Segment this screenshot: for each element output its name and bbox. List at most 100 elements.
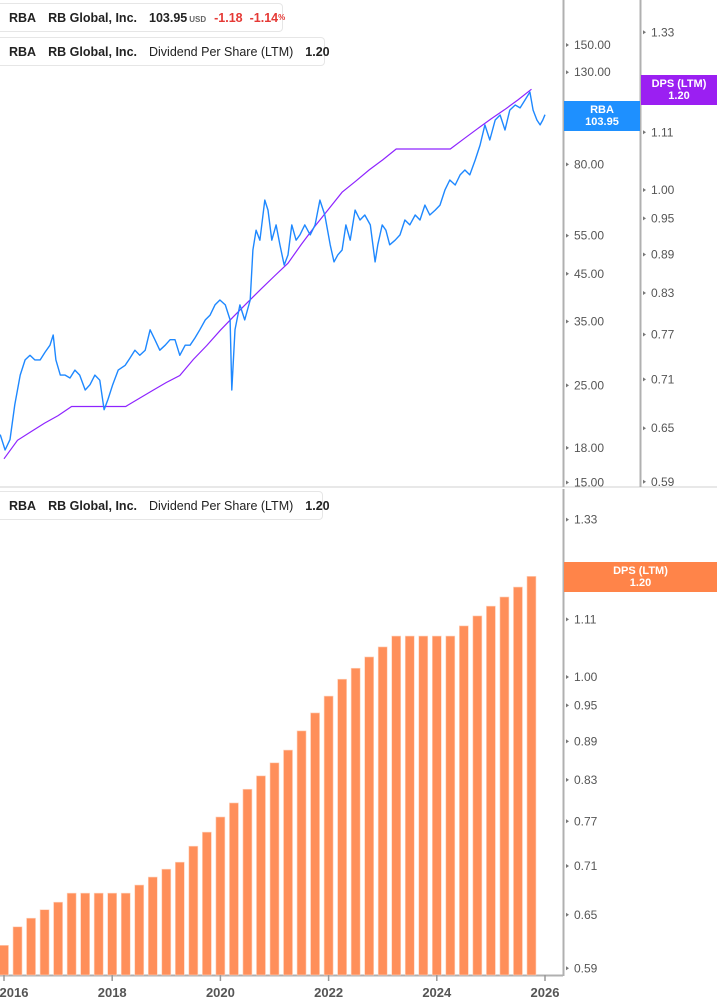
svg-text:0.59: 0.59 [574,961,598,975]
bottom-dps-axis-tick: 0.89 [566,734,598,748]
svg-text:0.77: 0.77 [651,328,675,342]
dps-axis-tick: 0.83 [643,286,675,300]
dps-bar [269,762,280,976]
dps-bar [39,909,50,976]
dps-bar [486,605,496,976]
dps-bar [459,625,469,976]
dps-tag-value: 1.20 [668,90,690,102]
dps-bar [418,635,429,976]
dps-bar [391,635,402,976]
x-axis-tick: 2018 [98,975,127,1000]
legend-company: RB Global, Inc. [48,44,137,59]
svg-text:2024: 2024 [422,985,452,1000]
svg-text:2026: 2026 [531,985,560,1000]
svg-text:18.00: 18.00 [574,441,604,455]
svg-text:130.00: 130.00 [574,65,611,79]
svg-text:1.00: 1.00 [651,183,675,197]
svg-text:0.71: 0.71 [651,372,675,386]
dps-bar [188,845,199,976]
svg-text:25.00: 25.00 [574,378,604,392]
bottom-dps-axis-tick: 0.65 [566,908,598,922]
dps-bar [445,635,456,976]
svg-text:2022: 2022 [314,985,343,1000]
dps-axis-tick: 1.33 [643,25,675,39]
svg-text:1.11: 1.11 [574,612,597,626]
dps-bar [202,831,212,976]
legend-price: 103.95 [149,10,188,25]
dps-axis-tick: 0.77 [643,328,675,342]
dps-bar [431,635,442,976]
legend-value: 1.20 [305,44,330,59]
dps-bar [107,892,117,976]
legend-company: RB Global, Inc. [48,10,137,25]
svg-text:0.95: 0.95 [651,211,675,225]
svg-text:0.83: 0.83 [651,286,675,300]
price-tag: RBA 103.95 [564,101,640,131]
legend-value: 1.20 [305,498,330,513]
svg-text:2018: 2018 [98,985,127,1000]
svg-text:0.89: 0.89 [651,247,675,261]
dps-tag-label: DPS (LTM) [651,78,707,90]
dps-bar [513,586,523,976]
svg-text:0.83: 0.83 [574,773,598,787]
legend-ticker: RBA [9,10,37,25]
bottom-dps-axis-tick: 0.59 [566,961,598,975]
legend-ticker: RBA [9,44,37,59]
dps-bar [526,576,537,976]
dps-bar [53,901,63,976]
dps-bar [499,596,510,976]
legend-change: -1.18 [214,10,243,25]
dps-bar [229,802,239,976]
price-axis-tick: 80.00 [566,157,604,171]
pct-sign: % [278,13,286,22]
dps-bar [93,892,104,976]
dps-legend-top[interactable]: RBA RB Global, Inc. Dividend Per Share (… [0,37,330,66]
legend-change-pct: -1.14 [249,10,279,25]
price-tag-value: 103.95 [585,116,619,128]
svg-text:0.95: 0.95 [574,698,598,712]
dps-bar [377,646,388,976]
dps-bar [120,892,131,976]
bottom-dps-axis-tick: 0.77 [566,814,598,828]
dps-bar [350,667,361,976]
x-axis-tick: 2022 [314,975,343,1000]
bottom-dps-axis-tick: 1.33 [566,513,598,527]
price-axis-tick: 15.00 [566,475,604,489]
bottom-dps-axis-tick: 0.95 [566,698,598,712]
dps-line [3,88,532,460]
x-axis-tick: 2026 [531,975,560,1000]
svg-text:45.00: 45.00 [574,267,604,281]
price-legend[interactable]: RBA RB Global, Inc. 103.95 USD -1.18 -1.… [0,3,286,32]
legend-ticker: RBA [9,498,37,513]
dps-bar [66,892,77,976]
svg-text:0.77: 0.77 [574,814,598,828]
dps-legend-bottom[interactable]: RBA RB Global, Inc. Dividend Per Share (… [0,491,330,520]
dps-bar [215,816,226,976]
svg-text:1.33: 1.33 [574,513,598,527]
dps-tag-top: DPS (LTM) 1.20 [641,75,717,105]
dps-axis-tick: 0.89 [643,247,675,261]
dps-axis-tick: 0.59 [643,475,675,489]
svg-text:2016: 2016 [0,985,28,1000]
svg-text:1.33: 1.33 [651,25,675,39]
x-axis-tick: 2024 [422,975,452,1000]
legend-metric: Dividend Per Share (LTM) [149,498,294,513]
price-tag-ticker: RBA [590,104,614,116]
dps-bar [310,712,320,976]
dps-bar [364,656,374,976]
bottom-dps-axis-tick: 1.11 [566,612,597,626]
price-axis-tick: 45.00 [566,267,604,281]
price-axis-tick: 150.00 [566,38,611,52]
dps-tag-value: 1.20 [629,577,652,589]
bottom-dps-axis-tick: 0.71 [566,859,598,873]
price-axis-tick: 130.00 [566,65,611,79]
dps-bar [296,730,307,976]
dps-axis-tick: 0.71 [643,372,675,386]
svg-text:0.59: 0.59 [651,475,675,489]
svg-text:55.00: 55.00 [574,229,604,243]
price-axis-tick: 55.00 [566,229,604,243]
dps-bar [26,917,36,976]
svg-text:15.00: 15.00 [574,475,604,489]
dps-axis-tick: 1.00 [643,183,675,197]
